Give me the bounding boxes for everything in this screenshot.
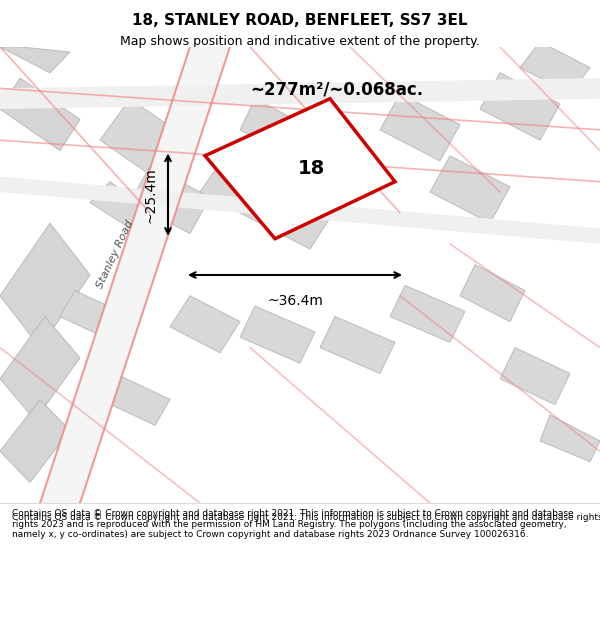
Text: Stanley Road: Stanley Road [95, 219, 135, 290]
Polygon shape [40, 47, 230, 503]
Polygon shape [200, 156, 285, 223]
Polygon shape [205, 99, 395, 239]
Polygon shape [0, 223, 90, 348]
Text: Contains OS data © Crown copyright and database right 2021. This information is : Contains OS data © Crown copyright and d… [12, 513, 600, 522]
Polygon shape [480, 72, 560, 140]
Polygon shape [0, 176, 600, 244]
Polygon shape [90, 182, 145, 228]
Polygon shape [100, 99, 190, 182]
Polygon shape [0, 78, 80, 151]
Polygon shape [170, 296, 240, 352]
Polygon shape [380, 94, 460, 161]
Polygon shape [0, 316, 80, 420]
Text: 18: 18 [298, 159, 325, 178]
Polygon shape [130, 166, 210, 234]
Polygon shape [520, 42, 590, 94]
Polygon shape [60, 291, 130, 342]
Polygon shape [0, 78, 600, 109]
Polygon shape [260, 192, 330, 249]
Polygon shape [240, 99, 315, 161]
Polygon shape [240, 306, 315, 363]
Polygon shape [100, 374, 170, 426]
Polygon shape [0, 399, 70, 482]
Text: ~25.4m: ~25.4m [144, 167, 158, 222]
Polygon shape [390, 286, 465, 342]
Polygon shape [460, 264, 525, 322]
Polygon shape [500, 348, 570, 404]
Text: ~36.4m: ~36.4m [267, 294, 323, 308]
Text: Map shows position and indicative extent of the property.: Map shows position and indicative extent… [120, 35, 480, 48]
Text: 18, STANLEY ROAD, BENFLEET, SS7 3EL: 18, STANLEY ROAD, BENFLEET, SS7 3EL [132, 13, 468, 28]
Polygon shape [430, 156, 510, 223]
Text: ~277m²/~0.068ac.: ~277m²/~0.068ac. [250, 81, 423, 99]
Polygon shape [540, 415, 600, 462]
Polygon shape [0, 47, 70, 72]
Text: Contains OS data © Crown copyright and database right 2021. This information is : Contains OS data © Crown copyright and d… [12, 509, 574, 539]
Polygon shape [320, 316, 395, 374]
